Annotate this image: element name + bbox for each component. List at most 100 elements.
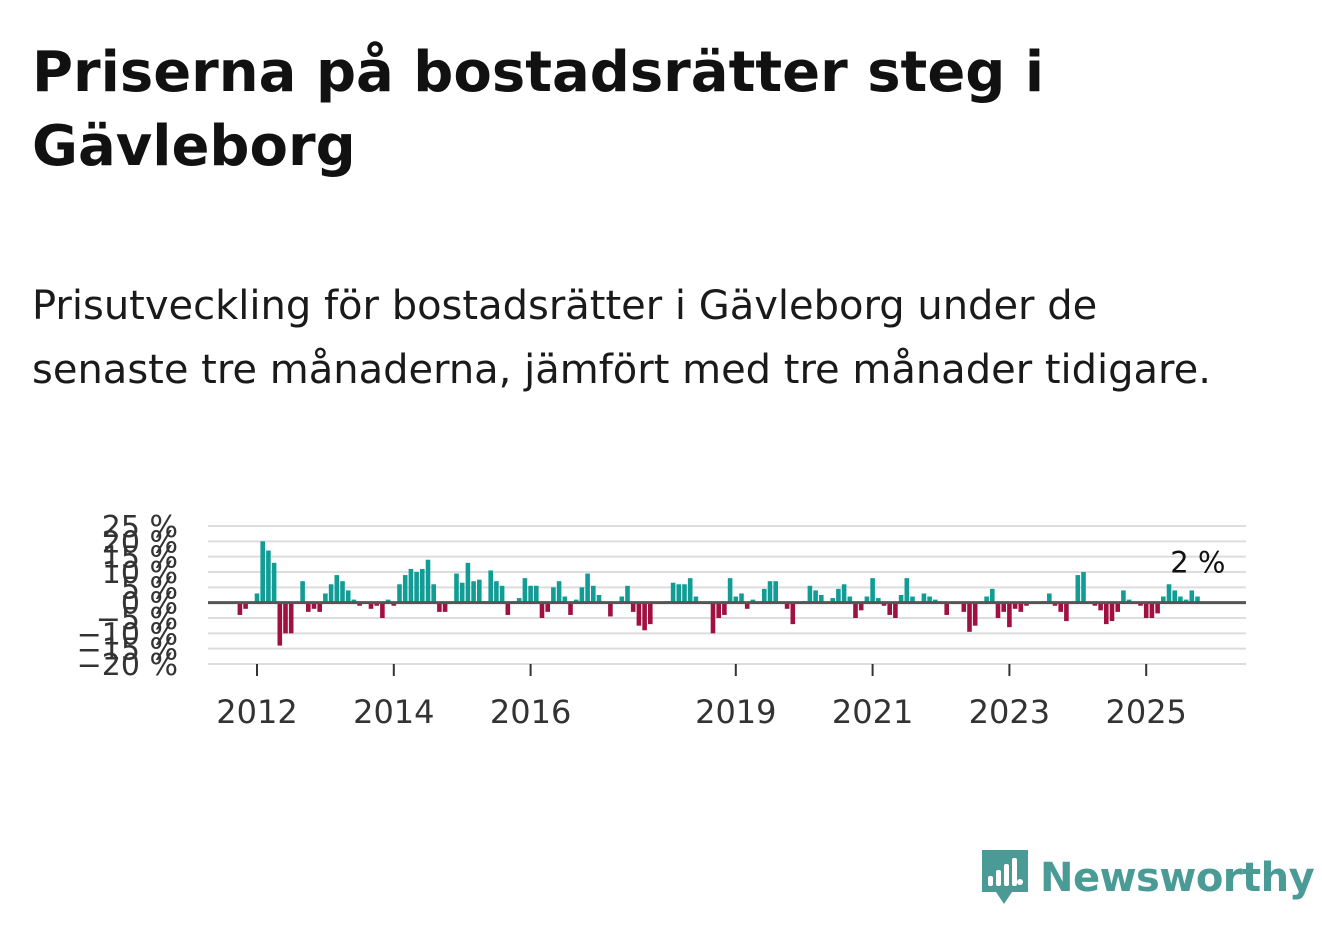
bar	[727, 578, 733, 603]
bar	[528, 585, 533, 603]
bar	[522, 578, 528, 603]
newsworthy-logo[interactable]: Newsworthy	[980, 848, 1315, 908]
bar	[1109, 602, 1115, 622]
y-tick-label: −15 %	[77, 633, 178, 668]
bar	[1155, 602, 1160, 614]
bar	[243, 602, 248, 609]
bar	[442, 602, 448, 612]
bar	[784, 602, 790, 609]
bar	[1183, 599, 1189, 603]
bar	[271, 562, 277, 603]
chart-title: Priserna på bostadsrätter steg i Gävlebo…	[32, 40, 1045, 179]
bar	[693, 596, 699, 603]
bar	[408, 568, 414, 603]
bar	[1047, 593, 1052, 603]
bar	[596, 595, 602, 603]
bar	[841, 584, 847, 603]
bar	[431, 584, 436, 603]
bar	[345, 590, 351, 603]
y-tick-label: 10 %	[102, 556, 178, 591]
bar	[260, 541, 265, 603]
bar	[933, 599, 938, 603]
bar	[898, 595, 904, 603]
bar	[516, 598, 522, 603]
bar	[619, 596, 625, 603]
bar	[767, 581, 773, 603]
y-tick-label: 25 %	[102, 510, 178, 545]
x-tick-label: 2025	[1105, 693, 1186, 731]
bar	[334, 575, 340, 603]
x-tick-label: 2019	[695, 693, 776, 731]
bar	[1178, 596, 1183, 603]
bar	[1007, 602, 1012, 628]
bar	[995, 602, 1001, 618]
x-tick-label: 2012	[216, 693, 297, 731]
bar	[972, 602, 978, 626]
y-tick-label: 15 %	[102, 541, 178, 576]
bar	[984, 596, 989, 603]
x-tick-label: 2021	[832, 693, 913, 731]
bar	[1115, 602, 1120, 612]
bar	[990, 588, 995, 603]
bar	[1121, 590, 1126, 603]
bar	[562, 596, 568, 603]
bar	[551, 587, 556, 603]
bar	[477, 579, 482, 603]
bar	[573, 599, 579, 603]
bar	[830, 598, 835, 603]
bar	[625, 585, 630, 603]
bar	[385, 599, 391, 603]
bar	[1138, 602, 1143, 606]
bar	[790, 602, 796, 625]
bar	[1149, 602, 1155, 618]
x-axis: 2012 2014 2016 2019 2021 2023 2025	[216, 664, 1187, 731]
brand-name: Newsworthy	[1040, 855, 1315, 901]
bar	[340, 581, 345, 603]
last-value-annotation: 2 %	[1170, 546, 1225, 580]
bar	[819, 595, 824, 603]
bar	[397, 584, 402, 603]
bar	[254, 593, 260, 603]
bar	[585, 573, 590, 603]
bar	[1064, 602, 1069, 622]
bar	[1018, 602, 1024, 612]
bar	[1001, 602, 1006, 612]
bar	[391, 602, 397, 606]
newsworthy-logo-icon	[982, 850, 1028, 904]
bar	[402, 575, 408, 603]
y-axis-labels: −20 %−15 %−10 %−5 %0 %5 %10 %15 %20 %25 …	[77, 510, 178, 683]
bar	[893, 602, 898, 618]
bar	[306, 602, 311, 612]
bar	[853, 602, 858, 618]
bar	[687, 578, 693, 603]
bar	[1012, 602, 1018, 609]
bar	[910, 596, 915, 603]
bar	[1075, 575, 1081, 603]
bar	[876, 598, 881, 603]
bar	[676, 584, 682, 603]
bar	[881, 602, 887, 606]
y-tick-label: −10 %	[77, 617, 178, 652]
bar	[1104, 602, 1109, 625]
bar	[750, 599, 756, 603]
bar	[1058, 602, 1063, 612]
bar	[744, 602, 750, 609]
bar	[266, 550, 271, 603]
bar	[488, 570, 493, 603]
bar	[710, 602, 716, 634]
bar	[670, 582, 676, 603]
bar	[1195, 596, 1200, 603]
bar	[539, 602, 545, 618]
bar	[927, 596, 932, 603]
bar	[471, 581, 476, 603]
bar	[300, 581, 305, 603]
bar	[317, 602, 322, 612]
bar	[858, 602, 864, 611]
bar	[1166, 584, 1172, 603]
bar	[311, 602, 317, 609]
bar	[722, 602, 727, 615]
bar	[967, 602, 972, 632]
bar	[887, 602, 892, 615]
bar	[1189, 590, 1195, 603]
bar	[556, 581, 562, 603]
